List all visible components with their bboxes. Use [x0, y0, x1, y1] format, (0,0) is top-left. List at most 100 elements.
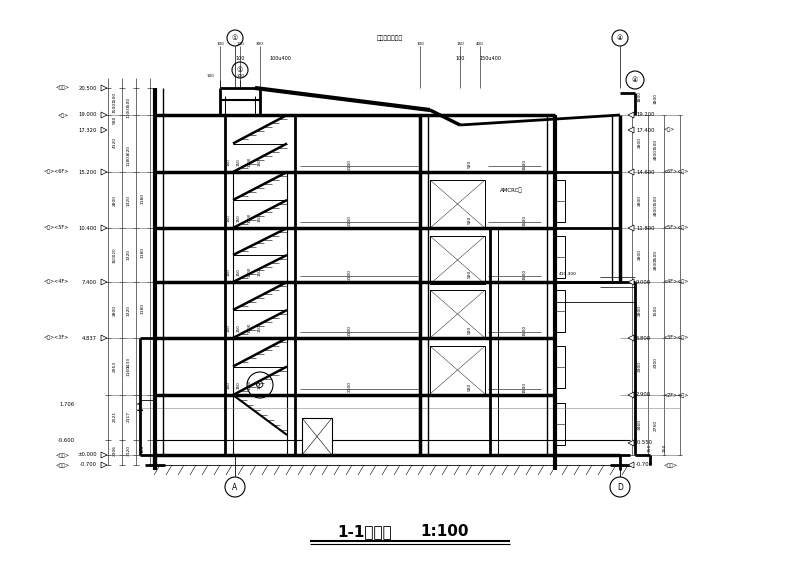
Text: 3120: 3120 [127, 445, 131, 455]
Text: 2100: 2100 [348, 214, 352, 226]
Text: <6F><板>: <6F><板> [663, 169, 689, 175]
Text: 100: 100 [235, 56, 244, 60]
Bar [553, 290, 565, 332]
Text: 1000: 1000 [248, 213, 252, 223]
Text: 1433: 1433 [127, 356, 131, 367]
Text: 1000: 1000 [248, 323, 252, 333]
Text: ④: ④ [632, 77, 638, 83]
Text: ±0.000: ±0.000 [77, 452, 97, 458]
Text: 1320: 1320 [127, 195, 131, 206]
Text: 1.706: 1.706 [60, 403, 75, 407]
Text: 2800: 2800 [654, 205, 658, 216]
Text: 150: 150 [456, 42, 464, 46]
Text: 150: 150 [663, 444, 667, 452]
Text: <3F><板>: <3F><板> [663, 336, 689, 340]
Text: 1320: 1320 [127, 305, 131, 315]
Text: -0.700: -0.700 [636, 462, 653, 468]
Polygon shape [101, 225, 107, 231]
Text: 150: 150 [237, 268, 241, 276]
Text: 7.400: 7.400 [82, 280, 97, 284]
Circle shape [612, 30, 628, 46]
Text: -0.600: -0.600 [58, 438, 75, 442]
Text: 150: 150 [258, 158, 262, 166]
Circle shape [227, 30, 243, 46]
Text: 1000: 1000 [248, 380, 252, 390]
Text: 17.320: 17.320 [79, 128, 97, 132]
Text: <顶层>: <顶层> [55, 86, 69, 90]
Text: 3460: 3460 [638, 420, 642, 431]
Bar [553, 180, 565, 222]
Text: <顶>: <顶> [58, 113, 69, 118]
Text: 100: 100 [236, 42, 244, 46]
Text: <顶层>: <顶层> [663, 462, 677, 468]
Bar [430, 180, 485, 228]
Text: 15.200: 15.200 [79, 169, 97, 175]
Text: 1800: 1800 [638, 91, 642, 103]
Text: 10.400: 10.400 [79, 226, 97, 230]
Text: 2.900: 2.900 [636, 393, 651, 397]
Text: 150: 150 [237, 214, 241, 222]
Text: 150: 150 [227, 268, 231, 276]
Bar [430, 346, 485, 394]
Text: 2100: 2100 [348, 381, 352, 393]
Text: 1500: 1500 [654, 305, 658, 316]
Text: 6.800: 6.800 [636, 336, 651, 340]
Text: 1-1剖面图: 1-1剖面图 [338, 524, 392, 540]
Text: 1500: 1500 [113, 101, 117, 113]
Text: 1180: 1180 [141, 247, 145, 258]
Text: 1180: 1180 [141, 193, 145, 205]
Text: 1800: 1800 [654, 94, 658, 104]
Text: <顶>: <顶> [663, 128, 674, 132]
Polygon shape [628, 169, 634, 175]
Text: <4F><板>: <4F><板> [663, 280, 689, 284]
Text: 1000: 1000 [248, 267, 252, 277]
Text: 14.600: 14.600 [636, 169, 655, 175]
Text: 100: 100 [416, 42, 424, 46]
Text: 2800: 2800 [638, 250, 642, 261]
Text: 150: 150 [237, 158, 241, 166]
Text: <顶><5F>: <顶><5F> [44, 226, 69, 230]
Text: 580: 580 [113, 116, 117, 124]
Text: 150: 150 [237, 381, 241, 389]
Text: 2800: 2800 [113, 305, 117, 315]
Text: 3300: 3300 [638, 360, 642, 372]
Polygon shape [101, 169, 107, 175]
Polygon shape [101, 279, 107, 285]
Bar [430, 290, 485, 338]
Bar [553, 403, 565, 445]
Text: 920: 920 [468, 270, 472, 278]
Text: 隔热绿植坡屋面: 隔热绿植坡屋面 [376, 35, 403, 41]
Polygon shape [101, 462, 107, 468]
Bar [302, 418, 332, 455]
Text: ①: ① [237, 67, 243, 73]
Polygon shape [628, 127, 634, 133]
Text: 20.500: 20.500 [79, 86, 97, 90]
Text: 100: 100 [206, 74, 214, 78]
Text: 1000: 1000 [248, 157, 252, 167]
Text: 150: 150 [258, 381, 262, 389]
Polygon shape [628, 335, 634, 341]
Text: <顶层>: <顶层> [55, 452, 69, 458]
Circle shape [225, 477, 245, 497]
Text: AMCRC板: AMCRC板 [500, 187, 523, 193]
Text: 4120: 4120 [113, 138, 117, 148]
Polygon shape [628, 462, 634, 468]
Text: 920: 920 [468, 160, 472, 168]
Text: 2800: 2800 [654, 149, 658, 161]
Polygon shape [101, 452, 107, 458]
Text: 1100: 1100 [127, 107, 131, 118]
Text: 1500: 1500 [523, 214, 527, 226]
Text: 2800: 2800 [638, 195, 642, 206]
Text: 300: 300 [256, 42, 264, 46]
Text: 100: 100 [236, 74, 244, 78]
Text: 1160: 1160 [127, 366, 131, 376]
Text: 150: 150 [227, 324, 231, 332]
Text: 11.800: 11.800 [636, 226, 655, 230]
Text: 1: 1 [136, 403, 144, 413]
Text: -0.700: -0.700 [80, 462, 97, 468]
Text: 2800: 2800 [113, 195, 117, 206]
Text: <顶><6F>: <顶><6F> [44, 169, 69, 175]
Polygon shape [628, 279, 634, 285]
Bar [553, 236, 565, 278]
Text: 150: 150 [227, 214, 231, 222]
